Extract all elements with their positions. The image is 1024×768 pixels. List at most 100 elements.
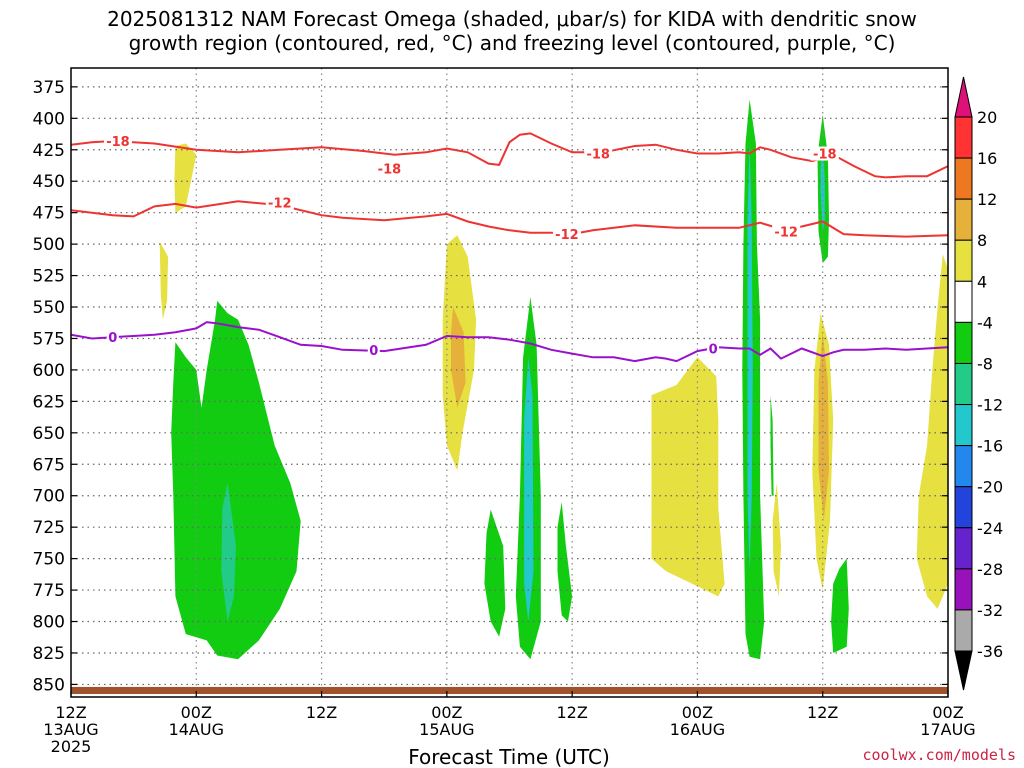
- plot-frame: [70, 67, 949, 698]
- omega-shaded-region: [651, 357, 725, 597]
- colorbar-bin: [954, 568, 973, 611]
- contour-label: -18: [106, 135, 130, 150]
- colorbar-label: 8: [977, 231, 987, 250]
- x-tick-label: 00Z: [932, 703, 963, 722]
- colorbar-label: -16: [977, 437, 1003, 456]
- contour-label-bg: [810, 146, 839, 161]
- colorbar-label: -36: [977, 642, 1003, 661]
- contour-label: 0: [709, 343, 718, 358]
- colorbar-bin: [954, 239, 973, 282]
- colorbar-label: -28: [977, 560, 1003, 579]
- x-tick-label: 00Z: [181, 703, 212, 722]
- terrain-band: [71, 686, 948, 694]
- contour-label-bg: [772, 224, 801, 239]
- colorbar-label: 4: [977, 272, 987, 291]
- omega-shaded-region: [524, 357, 534, 622]
- contour-label-bg: [584, 146, 613, 161]
- y-tick-label: 825: [33, 644, 65, 664]
- contour-label: -12: [774, 226, 798, 241]
- y-tick-label: 500: [33, 235, 65, 255]
- x-tick-label: 12Z: [306, 703, 337, 722]
- colorbar-label: 12: [977, 190, 997, 209]
- contour-label: -18: [586, 148, 610, 163]
- omega-shaded-region: [770, 395, 774, 496]
- contour-label-bg: [375, 161, 404, 176]
- y-tick-label: 725: [33, 518, 65, 538]
- colorbar-label: 20: [977, 108, 997, 127]
- colorbar-label: -4: [977, 313, 993, 332]
- y-tick-label: 425: [33, 141, 65, 161]
- contour-label-bg: [265, 195, 294, 210]
- colorbar-bin: [954, 609, 973, 652]
- omega-shaded-region: [159, 241, 169, 320]
- contour-label-bg: [367, 342, 380, 357]
- y-tick-label: 750: [33, 550, 65, 570]
- contour-line: [71, 321, 948, 363]
- colorbar-label: -32: [977, 601, 1003, 620]
- x-tick-label: 17AUG: [920, 720, 975, 739]
- y-tick-label: 525: [33, 267, 65, 287]
- contour-line: [71, 200, 948, 238]
- chart-title-line1: 2025081312 NAM Forecast Omega (shaded, μ…: [107, 7, 917, 31]
- y-tick-label: 400: [33, 109, 65, 129]
- contour-label: -18: [813, 148, 837, 163]
- x-tick-label: 13AUG: [43, 720, 98, 739]
- contour-label: 0: [108, 331, 117, 346]
- x-tick-label: 12Z: [807, 703, 838, 722]
- omega-shaded-region: [484, 509, 506, 637]
- omega-shaded-region: [451, 307, 466, 408]
- contour-label-bg: [552, 227, 581, 242]
- colorbar-label: -20: [977, 478, 1003, 497]
- x-tick-label: 14AUG: [169, 720, 224, 739]
- x-tick-label: 2025: [51, 737, 92, 756]
- colorbar-bin: [954, 445, 973, 488]
- chart-title-line2: growth region (contoured, red, °C) and f…: [128, 31, 896, 55]
- omega-shaded-region: [831, 558, 849, 653]
- omega-shaded-region: [772, 483, 781, 597]
- colorbar-bottom-arrow: [954, 650, 973, 691]
- colorbar-bin: [954, 486, 973, 529]
- colorbar-bin: [954, 116, 973, 159]
- omega-shaded-region: [221, 483, 236, 622]
- y-tick-label: 600: [33, 361, 65, 381]
- omega-shaded-region: [916, 254, 948, 609]
- y-tick-label: 575: [33, 329, 65, 349]
- y-tick-label: 850: [33, 675, 65, 695]
- x-tick-label: 00Z: [431, 703, 462, 722]
- y-tick-label: 450: [33, 172, 65, 192]
- x-axis-label: Forecast Time (UTC): [408, 745, 610, 768]
- y-tick-label: 650: [33, 424, 65, 444]
- contour-label: 0: [369, 344, 378, 359]
- contour-label: -12: [555, 228, 579, 243]
- colorbar-bin: [954, 198, 973, 241]
- x-tick-label: 15AUG: [419, 720, 474, 739]
- credit-text: coolwx.com/models: [862, 746, 1016, 764]
- x-tick-label: 12Z: [556, 703, 587, 722]
- colorbar-top-arrow: [954, 76, 973, 118]
- y-tick-label: 475: [33, 204, 65, 224]
- colorbar-bin: [954, 321, 973, 364]
- colorbar-bin: [954, 404, 973, 447]
- omega-shaded-region: [742, 99, 765, 660]
- x-tick-label: 12Z: [55, 703, 86, 722]
- contour-label-bg: [103, 133, 132, 148]
- omega-shaded-region: [171, 300, 301, 660]
- y-tick-label: 775: [33, 581, 65, 601]
- colorbar-bin: [954, 157, 973, 200]
- contour-label-bg: [707, 341, 720, 356]
- colorbar-label: 16: [977, 149, 997, 168]
- y-tick-label: 675: [33, 455, 65, 475]
- omega-shaded-region: [174, 143, 197, 213]
- colorbar-bin: [954, 280, 973, 323]
- omega-shaded-region: [820, 143, 825, 232]
- plot-area: -18 -18 -18 -18 -12 -12 -12 0 0 0: [71, 68, 948, 697]
- colorbar-bin: [954, 362, 973, 406]
- x-tick-label: 00Z: [682, 703, 713, 722]
- omega-shaded-region: [818, 332, 829, 521]
- y-tick-label: 800: [33, 613, 65, 633]
- y-tick-label: 700: [33, 487, 65, 507]
- y-tick-label: 375: [33, 78, 65, 98]
- contour-label: -12: [268, 197, 292, 212]
- omega-shaded-region: [557, 502, 573, 622]
